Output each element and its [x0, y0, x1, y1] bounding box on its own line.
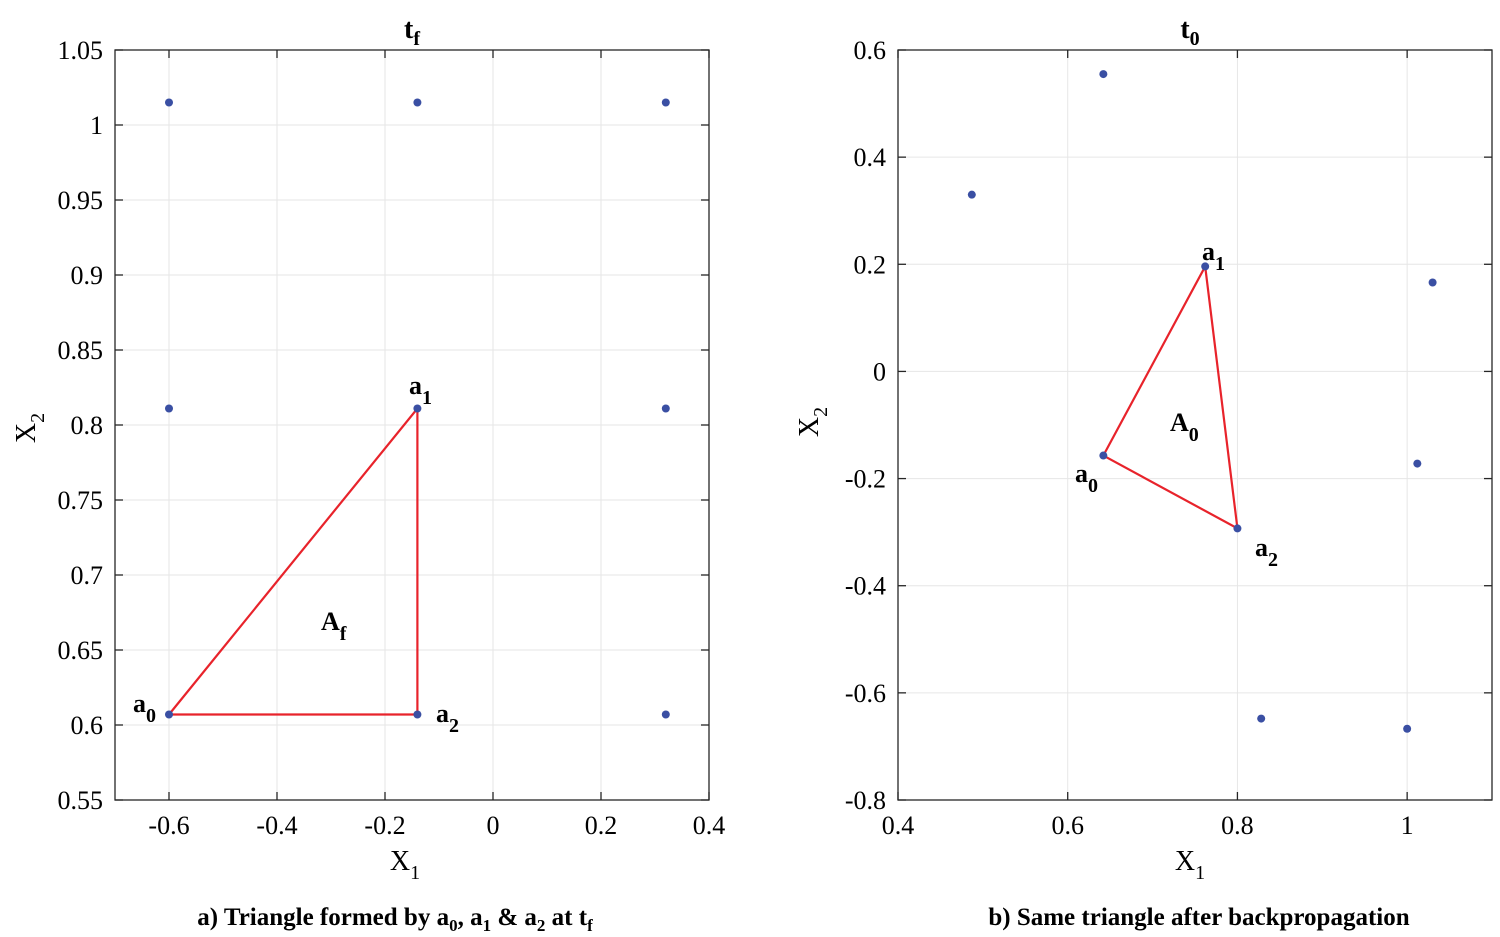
panel-a-points	[165, 98, 670, 719]
panel-a-xtick-label: -0.2	[364, 811, 405, 840]
panel-b-xtick-label: 0.6	[1051, 811, 1084, 840]
panel-b-label-a0: a0	[1075, 459, 1098, 497]
panel-b-data-point	[1257, 714, 1266, 723]
panel-b-xtick-label: 0.4	[882, 811, 915, 840]
panel-b-title-sub: 0	[1190, 28, 1200, 50]
panel-a-grid	[115, 49, 710, 801]
panel-b-vertex-labels: a0 a1 a2 A0	[1075, 237, 1278, 571]
panel-b-caption: b) Same triangle after backpropagation	[988, 904, 1409, 931]
panel-a-xlabel: X1	[390, 846, 420, 884]
panel-b-ytick-label: 0.4	[854, 143, 887, 172]
panel-b-data-point	[1201, 262, 1210, 271]
panel-b-points	[967, 70, 1437, 733]
panel-a-title-sub: f	[413, 28, 420, 50]
panel-b-label-a2: a2	[1255, 533, 1278, 571]
panel-b-triangle	[1101, 262, 1239, 531]
panel-b-ylabel-sub: 2	[810, 407, 832, 417]
panel-a-ytick-label: 1.05	[58, 36, 104, 65]
panel-a-label-a0: a0	[133, 689, 156, 727]
panel-a-ylabel-sub: 2	[27, 413, 49, 423]
panel-a-ytick-label: 0.75	[58, 486, 104, 515]
panel-a-vertex-labels: a0 a1 a2 Af	[133, 371, 459, 737]
panel-a-ticks: -0.6 -0.4 -0.2 0 0.2 0.4 0.55 0.6 0.65 0.7 0.75 0.8…	[58, 36, 726, 840]
panel-b-ytick-label: 0.6	[854, 36, 887, 65]
panel-b-xtick-label: 0.8	[1221, 811, 1254, 840]
panel-b-xlabel-sub: 1	[1195, 862, 1205, 884]
panel-b-data-point	[1099, 451, 1108, 460]
panel-a-caption: a) Triangle formed by a0, a1 & a2 at tf	[197, 904, 593, 935]
panel-b-frame	[897, 49, 1493, 801]
panel-a-xtick-label: 0.4	[693, 811, 726, 840]
panel-a-xtick-label: -0.4	[256, 811, 297, 840]
panel-b-ytick-label: -0.8	[845, 786, 886, 815]
panel-b-ylabel: X2	[794, 407, 832, 437]
panel-b-data-point	[1233, 524, 1242, 533]
panel-b-data-point	[1428, 278, 1437, 287]
panel-b: 0.4 0.6 0.8 1-0.8-0.6-0.4-0.200.20.40.6 t0 …	[794, 14, 1493, 931]
panel-a-area-label: Af	[321, 607, 347, 645]
panel-b-area-label: A0	[1170, 408, 1199, 446]
panel-a-xtick-label: 0.2	[585, 811, 618, 840]
panel-a-ytick-label: 0.85	[58, 336, 104, 365]
panel-a-xtick-label: -0.6	[148, 811, 189, 840]
panel-a-label-a1: a1	[409, 371, 432, 409]
panel-b-data-point	[1403, 724, 1412, 733]
panel-a-ytick-label: 0.8	[71, 411, 104, 440]
panel-a-ytick-label: 0.55	[58, 786, 104, 815]
panel-a-ytick-label: 1	[90, 111, 103, 140]
panel-b-label-a1: a1	[1202, 237, 1225, 275]
panel-a-ytick-label: 0.7	[71, 561, 104, 590]
panel-b-data-point	[1099, 70, 1108, 79]
panel-a-label-a2: a2	[436, 699, 459, 737]
panel-b-title: t0	[1180, 14, 1199, 50]
panel-a-data-point	[413, 710, 422, 719]
panel-b-ytick-label: 0	[873, 357, 886, 386]
panel-a-data-point	[661, 404, 670, 413]
panel-a-data-point	[661, 98, 670, 107]
panel-a-triangle	[166, 405, 419, 716]
panel-b-ytick-label: -0.4	[845, 572, 886, 601]
panel-b-data-point	[1413, 459, 1422, 468]
panel-b-ytick-label: -0.2	[845, 465, 886, 494]
panel-a-title: tf	[404, 14, 420, 50]
panel-a-ytick-label: 0.6	[71, 711, 104, 740]
panel-a-xtick-label: 0	[487, 811, 500, 840]
panel-b-ticks: 0.4 0.6 0.8 1 -0.8 -0.6 -0.4 -0.2 0 0.2 0.4 0.6	[845, 36, 1492, 840]
panel-a-ytick-label: 0.95	[58, 186, 104, 215]
panel-a-data-point	[165, 404, 173, 413]
panel-a-data-point	[165, 710, 173, 719]
panel-b-data-point	[967, 190, 976, 199]
panel-a-data-point	[413, 404, 422, 413]
panel-b-xlabel: X1	[1175, 846, 1205, 884]
panel-a-data-point	[661, 710, 670, 719]
panel-a-ylabel: X2	[11, 413, 49, 443]
panel-a-triangle-edges	[166, 405, 419, 716]
panel-b-ytick-label: -0.6	[845, 679, 886, 708]
panel-a: -0.6 -0.4 -0.2 0 0.2 0.4 0.55 0.6 0.65 0.7 0.75 0.8…	[11, 14, 725, 935]
panel-a-xlabel-sub: 1	[410, 862, 420, 884]
panel-a-data-point	[165, 98, 173, 107]
panel-a-data-point	[413, 98, 422, 107]
panel-a-ytick-label: 0.65	[58, 636, 104, 665]
panel-b-triangle-edges	[1101, 262, 1239, 531]
panel-b-xtick-label: 1	[1401, 811, 1414, 840]
panel-a-ytick-label: 0.9	[71, 261, 104, 290]
panel-b-ytick-label: 0.2	[854, 250, 887, 279]
